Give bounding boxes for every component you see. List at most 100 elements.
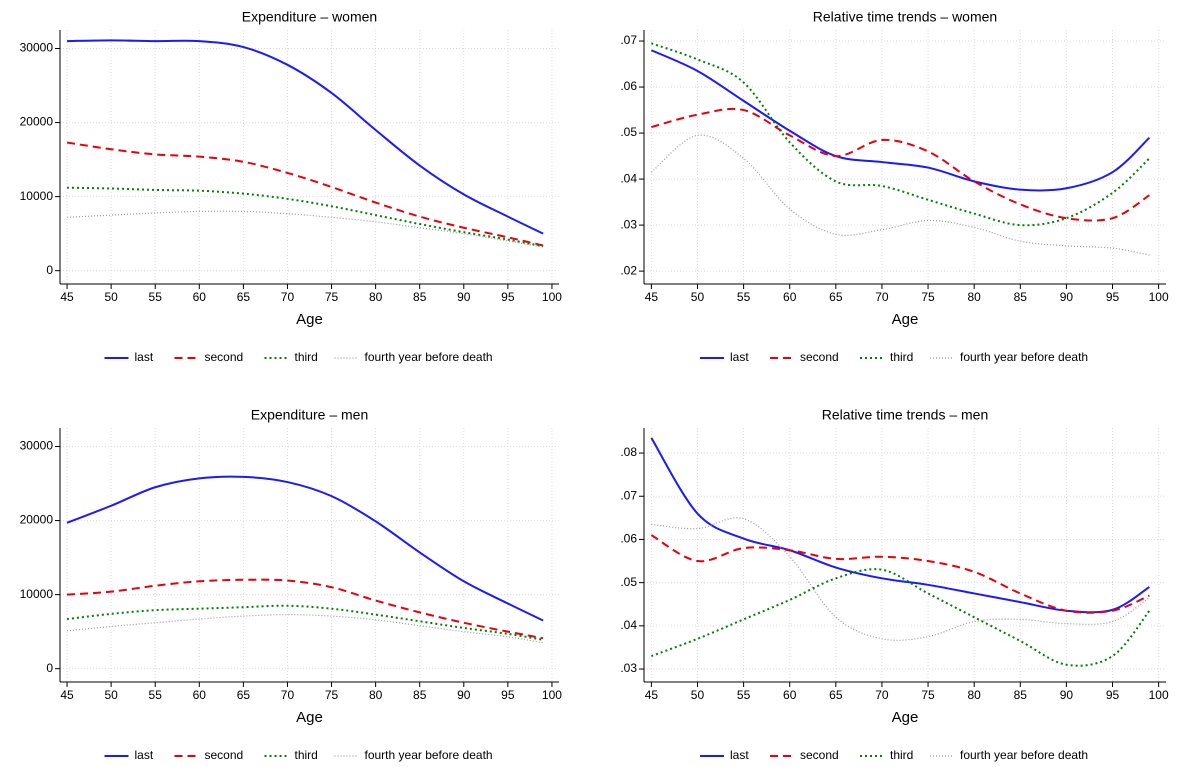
y-tick-label: 0	[46, 661, 53, 675]
x-tick-label: 80	[967, 290, 981, 304]
x-tick-label: 50	[104, 290, 118, 304]
x-tick-label: 65	[829, 688, 843, 702]
panel: Expenditure – women 0 10000 20000 30000 45 50 5…	[20, 9, 563, 364]
x-tick-label: 95	[1106, 688, 1120, 702]
y-tick-label: .07	[620, 488, 637, 502]
x-tick-label: 100	[1149, 688, 1169, 702]
legend-label: last	[135, 748, 154, 762]
chart-title: Expenditure – men	[251, 407, 369, 423]
y-tick-label: .06	[620, 79, 637, 93]
legend-label: second	[205, 350, 244, 364]
x-tick-label: 75	[325, 688, 339, 702]
chart-title: Expenditure – women	[242, 9, 377, 25]
series-line	[650, 134, 1150, 256]
x-tick-label: 75	[921, 290, 935, 304]
y-tick-label: 30000	[20, 439, 54, 453]
legend-label: fourth year before death	[365, 748, 493, 762]
x-tick-label: 85	[1014, 688, 1028, 702]
x-tick-label: 65	[237, 688, 251, 702]
x-tick-label: 65	[237, 290, 251, 304]
series-line	[651, 568, 1151, 667]
x-tick-label: 55	[149, 688, 163, 702]
x-tick-label: 70	[281, 688, 295, 702]
legend-label: second	[205, 748, 244, 762]
x-tick-label: 80	[967, 688, 981, 702]
x-tick-label: 50	[691, 688, 705, 702]
chart-title: Relative time trends – men	[822, 407, 989, 423]
x-tick-label: 60	[193, 688, 207, 702]
x-tick-label: 45	[60, 290, 74, 304]
y-tick-label: .03	[620, 661, 637, 675]
x-tick-label: 45	[645, 688, 659, 702]
y-tick-label: .04	[620, 618, 637, 632]
x-tick-label: 95	[501, 290, 515, 304]
legend-label: last	[730, 350, 749, 364]
x-tick-label: 45	[60, 688, 74, 702]
y-tick-label: .07	[620, 33, 637, 47]
x-tick-label: 55	[737, 290, 751, 304]
x-tick-label: 90	[1060, 688, 1074, 702]
x-tick-label: 70	[281, 290, 295, 304]
y-tick-label: 10000	[20, 587, 54, 601]
x-tick-label: 50	[691, 290, 705, 304]
series-line	[66, 604, 544, 641]
series-line	[651, 517, 1150, 641]
x-tick-label: 70	[875, 688, 889, 702]
x-tick-label: 60	[783, 688, 797, 702]
series-line	[66, 578, 544, 640]
y-tick-label: .08	[620, 445, 637, 459]
y-tick-label: 0	[46, 263, 53, 277]
series-line	[650, 49, 1151, 192]
y-tick-label: .06	[620, 532, 637, 546]
series-line	[66, 141, 544, 247]
x-tick-label: 45	[645, 290, 659, 304]
series-line	[650, 437, 1150, 614]
x-tick-label: 90	[457, 688, 471, 702]
y-tick-label: .03	[620, 217, 637, 231]
x-tick-label: 100	[1149, 290, 1169, 304]
series-line	[66, 475, 544, 622]
series-line	[67, 210, 544, 248]
x-tick-label: 75	[921, 688, 935, 702]
x-tick-label: 55	[737, 688, 751, 702]
legend-label: fourth year before death	[960, 748, 1088, 762]
x-tick-label: 60	[193, 290, 207, 304]
x-axis-title: Age	[892, 709, 919, 726]
y-tick-label: .05	[620, 575, 637, 589]
x-tick-label: 85	[413, 290, 427, 304]
y-tick-label: 10000	[20, 189, 54, 203]
panel: Relative time trends – women .02 .03 .04 .05…	[620, 9, 1169, 364]
x-tick-label: 85	[1014, 290, 1028, 304]
y-tick-label: .02	[620, 263, 637, 277]
legend-label: second	[800, 748, 839, 762]
x-tick-label: 95	[1106, 290, 1120, 304]
x-tick-label: 90	[1060, 290, 1074, 304]
legend-label: second	[800, 350, 839, 364]
x-tick-label: 65	[829, 290, 843, 304]
legend-label: last	[730, 748, 749, 762]
panel: Relative time trends – men .03 .04 .05 .06 .0…	[620, 407, 1169, 762]
legend-label: fourth year before death	[365, 350, 493, 364]
y-tick-label: 20000	[20, 513, 54, 527]
y-tick-label: 20000	[20, 115, 54, 129]
x-tick-label: 75	[325, 290, 339, 304]
y-tick-label: .04	[620, 171, 637, 185]
y-tick-label: .05	[620, 125, 637, 139]
x-tick-label: 100	[542, 688, 562, 702]
x-tick-label: 60	[783, 290, 797, 304]
chart-title: Relative time trends – women	[813, 9, 997, 25]
series-line	[651, 42, 1151, 227]
x-tick-label: 85	[413, 688, 427, 702]
series-line	[650, 534, 1150, 614]
x-axis-title: Age	[892, 311, 919, 328]
x-tick-label: 100	[542, 290, 562, 304]
legend-label: third	[295, 350, 318, 364]
x-tick-label: 90	[457, 290, 471, 304]
legend-label: third	[295, 748, 318, 762]
x-axis-title: Age	[296, 709, 323, 726]
x-tick-label: 95	[501, 688, 515, 702]
legend-label: third	[890, 748, 913, 762]
legend-label: fourth year before death	[960, 350, 1088, 364]
x-tick-label: 80	[369, 290, 383, 304]
x-axis-title: Age	[296, 311, 323, 328]
